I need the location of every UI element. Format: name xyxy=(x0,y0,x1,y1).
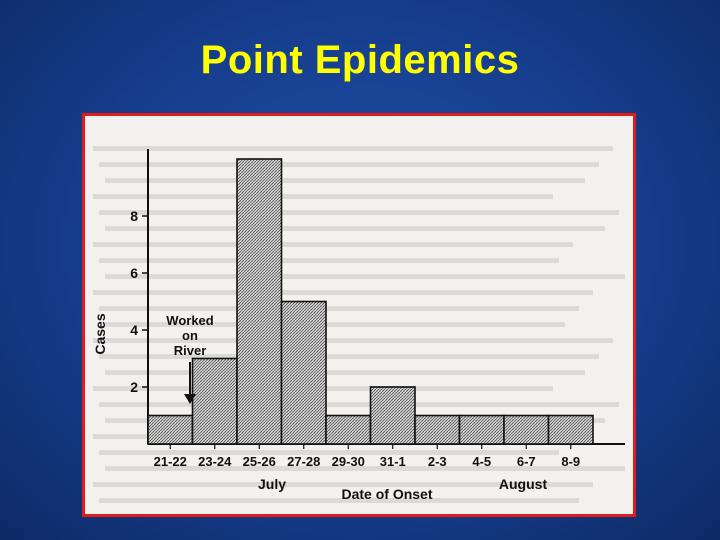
slide-title: Point Epidemics xyxy=(200,38,520,82)
x-tick-label-2-3: 2-3 xyxy=(428,454,447,469)
bar-29-30 xyxy=(325,414,372,445)
y-tick-label-8: 8 xyxy=(130,208,138,224)
bar-4-5 xyxy=(458,414,505,445)
x-ticks: 21-22 23-24 25-26 27-28 29-30 31-1 2-3 4-5 6-7 8-… xyxy=(154,444,580,469)
annotation-arrow-head xyxy=(184,394,196,404)
x-tick-label-8-9: 8-9 xyxy=(561,454,580,469)
bar-21-22 xyxy=(147,414,194,445)
y-tick-label-6: 6 xyxy=(130,265,138,281)
annotation-line-1: Worked xyxy=(166,313,213,328)
bar-31-1 xyxy=(369,386,416,445)
worked-on-river-annotation: Worked on River xyxy=(166,313,214,404)
bar-6-7 xyxy=(503,414,550,445)
y-tick-label-2: 2 xyxy=(130,379,138,395)
chart-bars xyxy=(147,158,594,445)
x-axis-label: Date of Onset xyxy=(341,486,432,502)
month-label-july: July xyxy=(258,476,286,492)
x-tick-label-23-24: 23-24 xyxy=(198,454,232,469)
y-tick-label-4: 4 xyxy=(130,322,138,338)
epidemic-histogram: 2 4 6 8 21-22 23-24 25-26 27-28 29-30 31-1 2-3 4-5… xyxy=(92,146,625,503)
annotation-line-3: River xyxy=(174,343,207,358)
bar-2-3 xyxy=(414,414,461,445)
month-label-august: August xyxy=(499,476,548,492)
x-tick-label-31-1: 31-1 xyxy=(380,454,406,469)
bar-27-28 xyxy=(280,300,327,445)
annotation-line-2: on xyxy=(182,328,198,343)
bar-25-26 xyxy=(236,158,283,445)
x-tick-label-29-30: 29-30 xyxy=(332,454,365,469)
x-tick-label-25-26: 25-26 xyxy=(243,454,276,469)
x-tick-label-21-22: 21-22 xyxy=(154,454,187,469)
chart-figure: 2 4 6 8 21-22 23-24 25-26 27-28 29-30 31-1 2-3 4-5… xyxy=(82,113,636,517)
y-ticks: 2 4 6 8 xyxy=(130,208,148,395)
y-axis-label: Cases xyxy=(92,313,108,354)
x-tick-label-4-5: 4-5 xyxy=(472,454,491,469)
bar-23-24 xyxy=(191,357,238,445)
x-tick-label-6-7: 6-7 xyxy=(517,454,536,469)
bar-8-9 xyxy=(547,414,594,445)
x-tick-label-27-28: 27-28 xyxy=(287,454,320,469)
